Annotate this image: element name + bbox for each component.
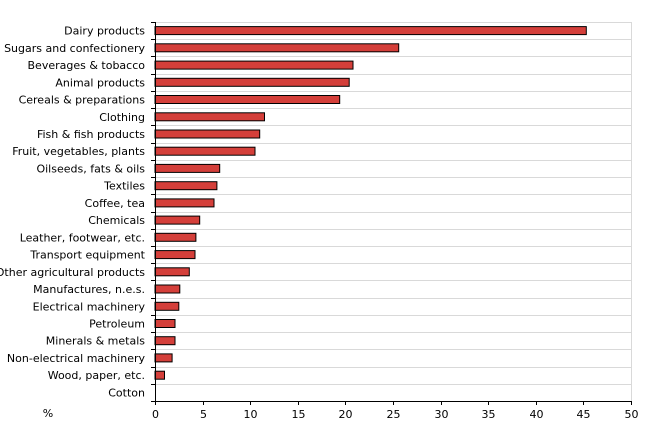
x-tick-labels: 0 5 10 15 20 25 30 35 40 45 50 [152,408,639,421]
bar [154,336,176,346]
category-label: Non-electrical machinery [7,352,146,365]
x-tick-label: 50 [625,408,639,421]
category-label: Petroleum [89,318,145,331]
bar [154,198,215,208]
bar [154,77,350,87]
bar [154,301,180,311]
bar [154,370,165,380]
bar [154,267,190,277]
bar [154,60,354,70]
bar [154,129,261,139]
bar [154,250,196,260]
category-label: Dairy products [64,25,145,38]
x-tick-label: 40 [530,408,544,421]
category-label: Wood, paper, etc. [48,369,145,382]
category-label: Transport equipment [29,249,145,262]
bar [154,284,181,294]
x-tick-label: 0 [152,408,159,421]
bar [154,43,400,53]
category-label: Sugars and confectionery [4,42,145,55]
category-label: Cereals & preparations [19,94,146,107]
bar [154,232,197,242]
bar [154,163,221,173]
x-tick-label: 30 [435,408,449,421]
x-tick-label: 5 [200,408,207,421]
category-labels: Dairy products Sugars and confectionery Be… [0,25,146,400]
category-label: Textiles [103,180,145,193]
x-axis-label: % [43,407,53,420]
x-tick-label: 25 [387,408,401,421]
category-label: Animal products [55,76,145,89]
bar [154,146,256,156]
category-label: Cotton [108,386,145,399]
category-label: Electrical machinery [33,300,146,313]
category-label: Minerals & metals [46,335,146,348]
bar [154,95,341,104]
bar [154,353,173,363]
category-label: Leather, footwear, etc. [20,231,145,244]
bar [154,319,176,328]
x-tick-label: 35 [482,408,496,421]
category-label: Fruit, vegetables, plants [12,145,145,158]
bar [154,112,265,122]
category-label: Manufactures, n.e.s. [33,283,145,296]
x-tick-label: 15 [292,408,306,421]
category-label: Beverages & tobacco [28,59,146,72]
category-label: Other agricultural products [0,266,145,279]
x-tick-label: 45 [577,408,591,421]
axes [151,22,632,405]
category-label: Clothing [99,111,145,124]
bar [154,181,218,191]
bar [154,215,201,225]
category-label: Oilseeds, fats & oils [36,162,145,175]
bars [154,26,587,380]
bar [154,26,587,36]
x-tick-label: 20 [339,408,353,421]
category-label: Chemicals [88,214,145,227]
category-label: Fish & fish products [37,128,145,141]
category-label: Coffee, tea [85,197,145,210]
x-tick-label: 10 [244,408,258,421]
